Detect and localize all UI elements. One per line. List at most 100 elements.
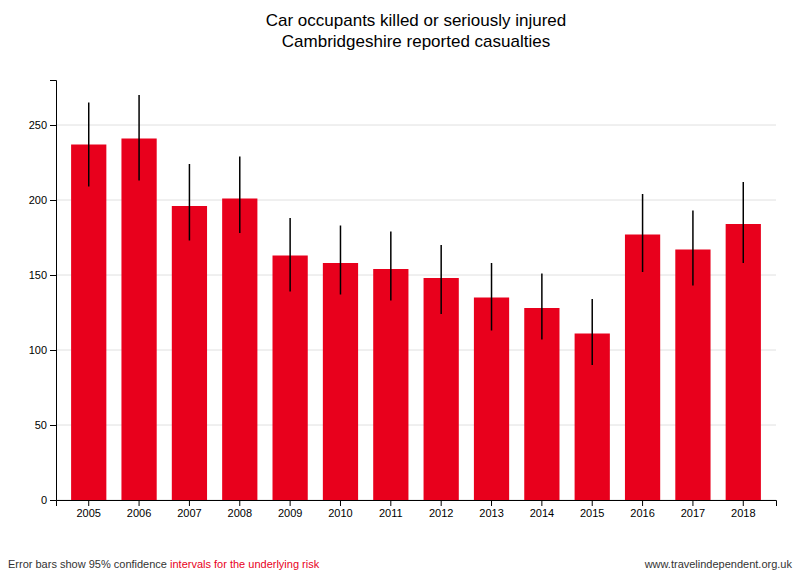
bar xyxy=(71,145,106,501)
x-tick: 2009 xyxy=(278,500,302,519)
y-tick: 0 xyxy=(41,494,56,506)
error-bar xyxy=(88,103,90,187)
x-tick-mark xyxy=(139,500,140,506)
x-tick-mark xyxy=(290,500,291,506)
x-tick-mark xyxy=(189,500,190,506)
bar xyxy=(222,199,257,501)
x-tick: 2015 xyxy=(580,500,604,519)
error-bar xyxy=(743,182,745,263)
grid-line xyxy=(56,275,776,276)
x-tick: 2018 xyxy=(731,500,755,519)
footer-text: Error bars show 95% confidence xyxy=(8,558,170,570)
x-tick-label: 2012 xyxy=(429,507,453,519)
y-tick-mark xyxy=(50,125,56,126)
footer-right: www.travelindependent.org.uk xyxy=(644,558,793,570)
y-tick-mark xyxy=(50,200,56,201)
grid-line xyxy=(56,200,776,201)
y-tick-label: 200 xyxy=(29,194,47,206)
x-tick-mark xyxy=(88,500,89,506)
x-tick-label: 2009 xyxy=(278,507,302,519)
y-tick-label: 100 xyxy=(29,344,47,356)
plot-area: 2005 2006 2007 2008 2009 2010 2011 2012 2013 2014… xyxy=(29,81,777,519)
x-tick: 2007 xyxy=(177,500,201,519)
x-tick: 2014 xyxy=(530,500,554,519)
title-line: Cambridgeshire reported casualties xyxy=(282,32,550,51)
x-tick: 2008 xyxy=(228,500,252,519)
error-bar xyxy=(239,157,241,234)
error-bar xyxy=(138,95,140,181)
y-tick: 250 xyxy=(29,119,56,131)
y-tick-label: 0 xyxy=(41,494,47,506)
x-tick-mark xyxy=(592,500,593,506)
grid-line xyxy=(56,125,776,126)
error-bar xyxy=(591,299,593,365)
y-axis-line xyxy=(50,81,57,501)
x-tick-mark xyxy=(441,500,442,506)
x-tick: 2011 xyxy=(379,500,403,519)
x-axis-line xyxy=(57,501,777,507)
error-bar xyxy=(289,218,291,292)
bar xyxy=(675,250,710,501)
x-tick-label: 2013 xyxy=(479,507,503,519)
error-bar xyxy=(642,194,644,272)
bar xyxy=(726,224,761,500)
error-bar xyxy=(491,263,493,331)
x-tick: 2016 xyxy=(630,500,654,519)
y-tick-mark xyxy=(50,500,56,501)
y-tick-mark xyxy=(50,425,56,426)
error-bar xyxy=(390,232,392,301)
grid-line xyxy=(56,350,776,351)
error-bar xyxy=(440,245,442,314)
footer-text: intervals for the underlying risk xyxy=(170,558,320,570)
bar xyxy=(172,206,207,500)
x-tick-label: 2010 xyxy=(328,507,352,519)
error-bar xyxy=(692,211,694,286)
grid xyxy=(56,125,776,500)
footer-left: Error bars show 95% confidence intervals… xyxy=(8,558,320,570)
x-tick-mark xyxy=(340,500,341,506)
x-axis: 2005 2006 2007 2008 2009 2010 2011 2012 2013 2014… xyxy=(57,500,777,519)
x-tick-mark xyxy=(743,500,744,506)
x-tick-mark xyxy=(541,500,542,506)
marks xyxy=(71,95,761,500)
y-tick: 200 xyxy=(29,194,56,206)
x-tick-label: 2006 xyxy=(127,507,151,519)
chart: 2005 2006 2007 2008 2009 2010 2011 2012 2013 2014… xyxy=(0,0,800,580)
y-tick: 100 xyxy=(29,344,56,356)
y-tick: 150 xyxy=(29,269,56,281)
x-tick-label: 2007 xyxy=(177,507,201,519)
title-line: Car occupants killed or seriously injure… xyxy=(266,11,566,30)
y-tick: 50 xyxy=(35,419,56,431)
bar xyxy=(625,235,660,501)
x-tick-mark xyxy=(491,500,492,506)
x-tick: 2010 xyxy=(328,500,352,519)
x-tick-label: 2005 xyxy=(76,507,100,519)
y-tick-label: 150 xyxy=(29,269,47,281)
y-axis: 0 50 100 150 200 250 xyxy=(29,81,57,507)
x-tick: 2013 xyxy=(479,500,503,519)
y-tick-mark xyxy=(50,350,56,351)
error-bar xyxy=(541,274,543,340)
x-tick: 2006 xyxy=(127,500,151,519)
x-tick-label: 2015 xyxy=(580,507,604,519)
x-tick-label: 2011 xyxy=(379,507,403,519)
bar xyxy=(373,269,408,500)
x-tick: 2005 xyxy=(76,500,100,519)
x-tick-label: 2016 xyxy=(630,507,654,519)
x-tick-mark xyxy=(692,500,693,506)
error-bar xyxy=(189,164,191,241)
y-tick-mark xyxy=(50,275,56,276)
x-tick-label: 2014 xyxy=(530,507,554,519)
bar xyxy=(273,256,308,501)
bar xyxy=(121,139,156,501)
x-tick: 2017 xyxy=(681,500,705,519)
x-tick-label: 2017 xyxy=(681,507,705,519)
y-tick-label: 50 xyxy=(35,419,47,431)
x-tick-label: 2008 xyxy=(228,507,252,519)
y-tick-label: 250 xyxy=(29,119,47,131)
x-tick-label: 2018 xyxy=(731,507,755,519)
bar xyxy=(323,263,358,500)
grid-line xyxy=(56,425,776,426)
x-tick-mark xyxy=(642,500,643,506)
error-bar xyxy=(340,226,342,295)
